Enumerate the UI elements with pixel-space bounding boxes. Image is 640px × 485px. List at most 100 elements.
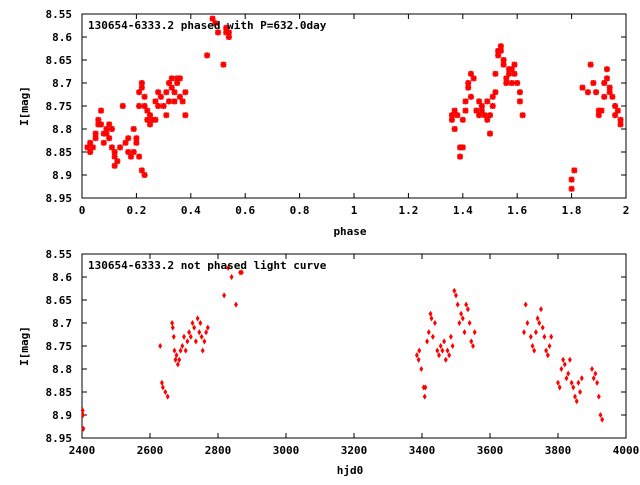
data-point bbox=[163, 112, 170, 119]
data-point bbox=[239, 269, 244, 276]
data-point bbox=[451, 107, 458, 114]
y-tick-label: 8.6 bbox=[52, 31, 72, 44]
y-tick-label: 8.85 bbox=[46, 146, 73, 159]
data-point bbox=[92, 130, 99, 137]
data-point bbox=[484, 116, 491, 123]
data-point bbox=[571, 167, 578, 174]
data-point bbox=[470, 75, 477, 82]
data-point bbox=[540, 324, 545, 331]
data-point bbox=[133, 139, 140, 146]
x-axis-label: hjd0 bbox=[337, 464, 364, 477]
y-tick-label: 8.95 bbox=[46, 432, 73, 445]
data-point bbox=[596, 393, 601, 400]
data-point bbox=[168, 84, 175, 91]
data-point bbox=[484, 98, 491, 105]
data-point bbox=[103, 130, 110, 137]
data-point bbox=[414, 352, 419, 359]
data-point bbox=[600, 416, 605, 423]
x-tick-label: 0.8 bbox=[290, 204, 310, 217]
data-point bbox=[533, 329, 538, 336]
data-point bbox=[98, 121, 105, 128]
data-point bbox=[516, 98, 523, 105]
data-point bbox=[422, 393, 427, 400]
data-point bbox=[157, 93, 164, 100]
data-point bbox=[98, 107, 105, 114]
data-point bbox=[590, 365, 594, 373]
data-point bbox=[127, 153, 134, 160]
data-point bbox=[460, 315, 465, 322]
data-point bbox=[144, 107, 151, 114]
x-tick-label: 1.8 bbox=[562, 204, 582, 217]
data-points bbox=[84, 15, 624, 192]
data-point bbox=[537, 319, 542, 327]
data-point bbox=[462, 107, 469, 114]
data-point bbox=[106, 135, 113, 142]
data-point bbox=[532, 347, 537, 354]
data-point bbox=[141, 93, 148, 100]
data-point bbox=[489, 103, 496, 109]
data-point bbox=[612, 112, 619, 119]
x-tick-label: 2800 bbox=[205, 444, 232, 457]
data-point bbox=[489, 93, 496, 100]
x-tick-label: 3200 bbox=[341, 444, 368, 457]
data-point bbox=[450, 342, 455, 350]
data-point bbox=[571, 384, 576, 391]
data-point bbox=[182, 333, 186, 340]
data-point bbox=[222, 292, 227, 299]
data-point bbox=[92, 135, 99, 142]
data-point bbox=[170, 319, 175, 327]
data-point bbox=[205, 324, 210, 331]
data-point bbox=[174, 352, 179, 359]
y-tick-label: 8.65 bbox=[46, 54, 73, 67]
data-point bbox=[119, 103, 126, 109]
data-point bbox=[152, 116, 159, 123]
data-point bbox=[442, 338, 447, 345]
data-point bbox=[447, 352, 452, 359]
data-point bbox=[547, 342, 552, 350]
data-point bbox=[89, 144, 96, 151]
data-point bbox=[84, 144, 91, 151]
data-point bbox=[106, 121, 113, 128]
data-point bbox=[593, 370, 598, 377]
x-tick-label: 2600 bbox=[137, 444, 164, 457]
data-point bbox=[564, 375, 569, 382]
x-tick-label: 3600 bbox=[477, 444, 504, 457]
data-point bbox=[457, 153, 464, 160]
y-tick-label: 8.9 bbox=[52, 169, 72, 182]
data-point bbox=[192, 324, 197, 331]
data-point bbox=[445, 347, 450, 354]
data-point bbox=[117, 144, 124, 151]
data-point bbox=[614, 107, 621, 114]
y-tick-label: 8.95 bbox=[46, 192, 73, 205]
x-axis-label: phase bbox=[333, 225, 366, 238]
data-point bbox=[448, 333, 453, 340]
data-point bbox=[138, 167, 145, 174]
x-tick-label: 4000 bbox=[613, 444, 640, 457]
data-point bbox=[136, 153, 143, 160]
data-point bbox=[603, 66, 610, 73]
data-point bbox=[472, 329, 477, 336]
data-point bbox=[598, 411, 603, 419]
data-point bbox=[160, 103, 167, 109]
axis-ticks: 0 0.2 0.4 0.6 0.8 1 1.2 1.4 1.6 1.8 2 8.55 8.6 8.65 8.… bbox=[46, 8, 630, 217]
data-point bbox=[514, 80, 521, 86]
data-point bbox=[473, 107, 480, 114]
data-point bbox=[141, 172, 148, 178]
x-tick-label: 1.4 bbox=[453, 204, 473, 217]
data-point bbox=[593, 89, 600, 96]
y-axis-label: I[mag] bbox=[18, 326, 31, 366]
data-point bbox=[138, 84, 145, 91]
data-point bbox=[459, 310, 464, 317]
data-points bbox=[80, 264, 605, 432]
data-point bbox=[87, 139, 94, 146]
data-point bbox=[87, 149, 94, 155]
data-point bbox=[578, 388, 583, 396]
data-point bbox=[174, 80, 181, 86]
data-point bbox=[204, 52, 211, 59]
data-point bbox=[467, 319, 472, 327]
data-point bbox=[497, 47, 504, 54]
x-tick-label: 3800 bbox=[545, 444, 572, 457]
data-point bbox=[603, 75, 610, 82]
data-point bbox=[500, 57, 507, 63]
data-point bbox=[606, 89, 613, 96]
